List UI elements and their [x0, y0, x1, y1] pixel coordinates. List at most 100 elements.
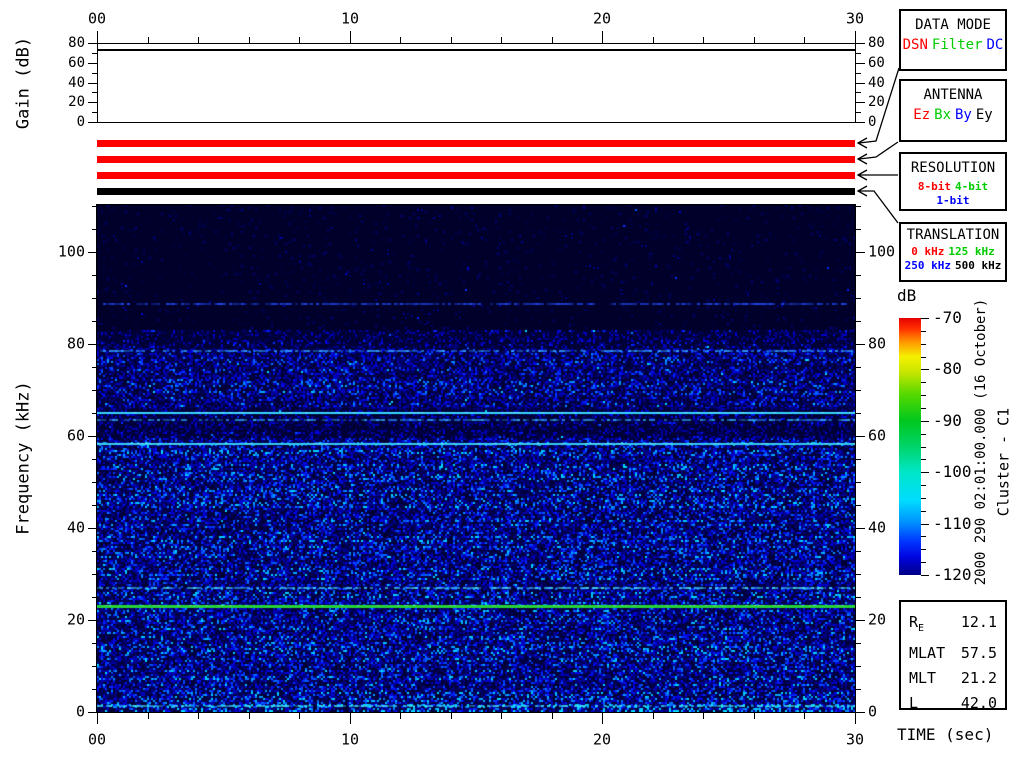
colorbar-minor-tick	[921, 562, 926, 563]
freq-axis-minor-tick	[856, 229, 861, 230]
gain-axis-major-tick	[856, 102, 865, 103]
legend-item: DSN	[902, 37, 928, 53]
freq-axis-minor-tick	[856, 459, 861, 460]
info-row: RE 12.1	[909, 610, 997, 641]
tick-label: 40	[66, 518, 85, 537]
time-axis-minor-tick	[451, 713, 452, 719]
freq-axis-minor-tick	[856, 390, 861, 391]
gain-axis-major-tick	[856, 43, 865, 44]
legend-item: 250 kHz	[904, 259, 951, 272]
freq-axis-minor-tick	[92, 574, 97, 575]
status-bar-data-mode	[97, 140, 855, 147]
legend-item: 4-bit	[955, 180, 989, 193]
colorbar-minor-tick	[921, 357, 926, 358]
status-bar-resolution	[97, 172, 855, 179]
colorbar-minor-tick	[921, 331, 926, 332]
freq-axis-minor-tick	[856, 321, 861, 322]
legend-box-data-mode: DATA MODE DSN Filter DC	[899, 9, 1007, 71]
freq-axis-major-tick	[856, 712, 865, 713]
tick-label: 20	[592, 730, 612, 749]
time-axis-minor-tick	[400, 713, 401, 719]
freq-axis-major-tick	[88, 528, 97, 529]
tick-label: 0	[868, 114, 877, 130]
info-label: MLAT	[909, 644, 946, 662]
colorbar-minor-tick	[921, 459, 926, 460]
info-value: 57.5	[960, 644, 997, 662]
info-row: L 42.0	[909, 691, 997, 716]
info-label: L	[909, 694, 919, 712]
freq-axis-label: Frequency (kHz)	[13, 381, 34, 535]
info-label: MLT	[909, 669, 937, 687]
time-axis-minor-tick	[198, 37, 199, 43]
time-axis-major-tick	[350, 31, 351, 43]
legend-item: Filter	[931, 37, 983, 53]
colorbar-minor-tick	[921, 434, 926, 435]
colorbar-major-tick	[921, 421, 929, 422]
legend-title: TRANSLATION	[906, 227, 1000, 243]
freq-axis-minor-tick	[856, 482, 861, 483]
time-axis-minor-tick	[804, 37, 805, 43]
freq-axis-minor-tick	[92, 551, 97, 552]
freq-axis-minor-tick	[92, 482, 97, 483]
gain-axis-minor-tick	[92, 73, 97, 74]
legend-items: DSN Filter DC	[901, 33, 1005, 55]
info-value: 42.0	[960, 694, 997, 712]
legend-title: DATA MODE	[915, 17, 991, 33]
time-axis-minor-tick	[804, 713, 805, 719]
status-bar-translation	[97, 188, 855, 195]
freq-axis-major-tick	[856, 436, 865, 437]
time-axis-minor-tick	[754, 37, 755, 43]
legend-item: Ez	[913, 107, 931, 123]
freq-axis-minor-tick	[92, 229, 97, 230]
time-axis-minor-tick	[703, 713, 704, 719]
legend-item: 1-bit	[936, 194, 970, 207]
gain-trace	[97, 49, 855, 51]
colorbar-minor-tick	[921, 447, 926, 448]
colorbar-major-tick	[921, 472, 929, 473]
colorbar-minor-tick	[921, 344, 926, 345]
freq-axis-minor-tick	[92, 597, 97, 598]
time-axis-minor-tick	[400, 37, 401, 43]
tick-label: 40	[68, 75, 85, 91]
legend-item: DC	[986, 37, 1004, 53]
tick-label: 20	[68, 94, 85, 110]
freq-axis-minor-tick	[92, 459, 97, 460]
colorbar-minor-tick	[921, 536, 926, 537]
time-axis-minor-tick	[552, 37, 553, 43]
tick-label: 10	[340, 730, 360, 749]
freq-axis-minor-tick	[92, 505, 97, 506]
freq-axis-minor-tick	[856, 206, 861, 207]
tick-label: 20	[592, 9, 612, 28]
legend-item: 8-bit	[917, 180, 951, 193]
freq-axis-minor-tick	[92, 321, 97, 322]
freq-axis-major-tick	[856, 528, 865, 529]
time-axis-major-tick	[97, 713, 98, 724]
time-axis-minor-tick	[754, 713, 755, 719]
colorbar-major-tick	[921, 318, 929, 319]
freq-axis-minor-tick	[856, 367, 861, 368]
time-axis-major-tick	[97, 31, 98, 43]
colorbar-minor-tick	[921, 549, 926, 550]
gain-axis-major-tick	[856, 63, 865, 64]
time-axis-minor-tick	[501, 37, 502, 43]
orbit-info-table: RE 12.1 MLAT 57.5 MLT 21.2 L 42.0	[899, 600, 1007, 712]
legend-box-resolution: RESOLUTION 8-bit 4-bit 1-bit	[899, 152, 1007, 211]
time-axis-minor-tick	[249, 37, 250, 43]
time-axis-minor-tick	[198, 713, 199, 719]
legend-item: Bx	[934, 107, 951, 123]
freq-axis-minor-tick	[856, 275, 861, 276]
legend-item: 500 kHz	[955, 259, 1002, 272]
freq-axis-minor-tick	[856, 298, 861, 299]
tick-label: 80	[66, 334, 85, 353]
legend-box-antenna: ANTENNA Ez Bx By Ey	[899, 79, 1007, 142]
time-axis-minor-tick	[501, 713, 502, 719]
status-bar-antenna	[97, 156, 855, 163]
legend-box-translation: TRANSLATION 0 kHz 125 kHz 250 kHz 500 kHz	[899, 222, 1007, 282]
colorbar-minor-tick	[921, 498, 926, 499]
freq-axis-minor-tick	[856, 551, 861, 552]
spacecraft-label: Cluster - C1	[994, 407, 1013, 517]
time-axis-minor-tick	[451, 37, 452, 43]
tick-label: 0	[75, 702, 85, 721]
legend-title: RESOLUTION	[910, 160, 996, 176]
freq-axis-minor-tick	[856, 413, 861, 414]
